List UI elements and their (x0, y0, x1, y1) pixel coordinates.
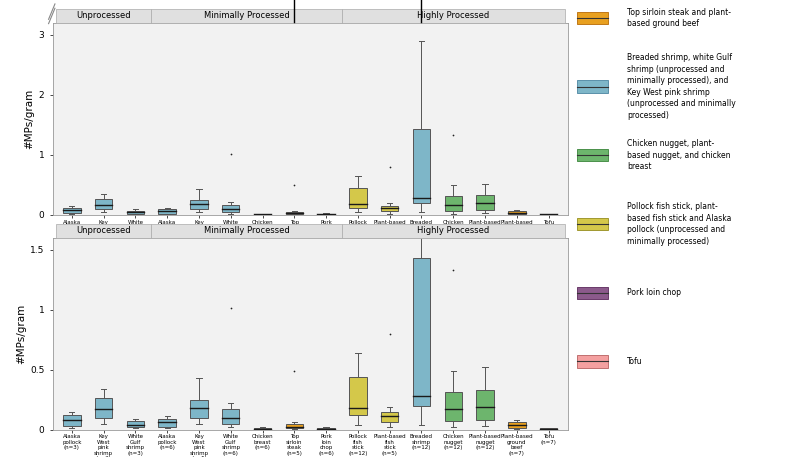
Bar (191, 399, 208, 418)
Text: Breaded shrimp, white Gulf
shrimp (unprocessed and
minimally processed), and
Key: Breaded shrimp, white Gulf shrimp (unpro… (627, 53, 736, 120)
Bar (350, 188, 367, 207)
Bar (285, 424, 303, 428)
Bar (476, 390, 494, 420)
Bar (577, 218, 607, 230)
Bar (317, 214, 335, 215)
Bar (152, 9, 342, 23)
Bar (508, 211, 526, 214)
Bar (56, 9, 152, 23)
Bar (191, 200, 208, 209)
Bar (350, 377, 367, 415)
Y-axis label: #MPs/gram: #MPs/gram (24, 89, 34, 149)
Bar (127, 421, 144, 427)
Bar (540, 214, 557, 215)
Bar (285, 212, 303, 214)
Bar (127, 211, 144, 213)
Bar (444, 393, 462, 421)
Bar (577, 149, 607, 161)
Bar (222, 409, 239, 424)
Bar (63, 415, 80, 426)
Text: 6: 6 (45, 0, 50, 1)
Text: Highly Processed: Highly Processed (417, 11, 489, 21)
Text: Minimally Processed: Minimally Processed (204, 11, 290, 21)
Text: Chicken nugget, plant-
based nugget, and chicken
breast: Chicken nugget, plant- based nugget, and… (627, 139, 730, 171)
Bar (577, 80, 607, 93)
Bar (413, 258, 430, 406)
Bar (158, 209, 176, 213)
Bar (577, 287, 607, 299)
Bar (95, 399, 112, 418)
Bar (63, 207, 80, 213)
Bar (222, 205, 239, 212)
Text: Pork loin chop: Pork loin chop (627, 288, 680, 297)
Bar (381, 206, 398, 211)
Bar (56, 224, 152, 238)
Bar (413, 129, 430, 203)
Text: Tofu: Tofu (627, 357, 642, 366)
Bar (381, 412, 398, 422)
Bar (254, 428, 271, 429)
Bar (577, 355, 607, 367)
Bar (476, 195, 494, 210)
Text: Unprocessed: Unprocessed (76, 226, 131, 235)
Bar (508, 422, 526, 428)
Bar (158, 419, 176, 427)
Bar (342, 224, 564, 238)
Y-axis label: #MPs/gram: #MPs/gram (16, 303, 26, 364)
Bar (254, 214, 271, 215)
Bar (95, 199, 112, 209)
Text: Minimally Processed: Minimally Processed (204, 226, 290, 235)
Bar (152, 224, 342, 238)
Text: Highly Processed: Highly Processed (417, 226, 489, 235)
Bar (317, 428, 335, 429)
X-axis label: Product: Product (285, 252, 336, 265)
Bar (577, 12, 607, 24)
Bar (342, 9, 564, 23)
Text: Unprocessed: Unprocessed (76, 11, 131, 21)
Text: Top sirloin steak and plant-
based ground beef: Top sirloin steak and plant- based groun… (627, 8, 731, 28)
Bar (540, 428, 557, 429)
Bar (444, 196, 462, 211)
Text: Pollock fish stick, plant-
based fish stick and Alaska
pollock (unprocessed and
: Pollock fish stick, plant- based fish st… (627, 202, 732, 246)
